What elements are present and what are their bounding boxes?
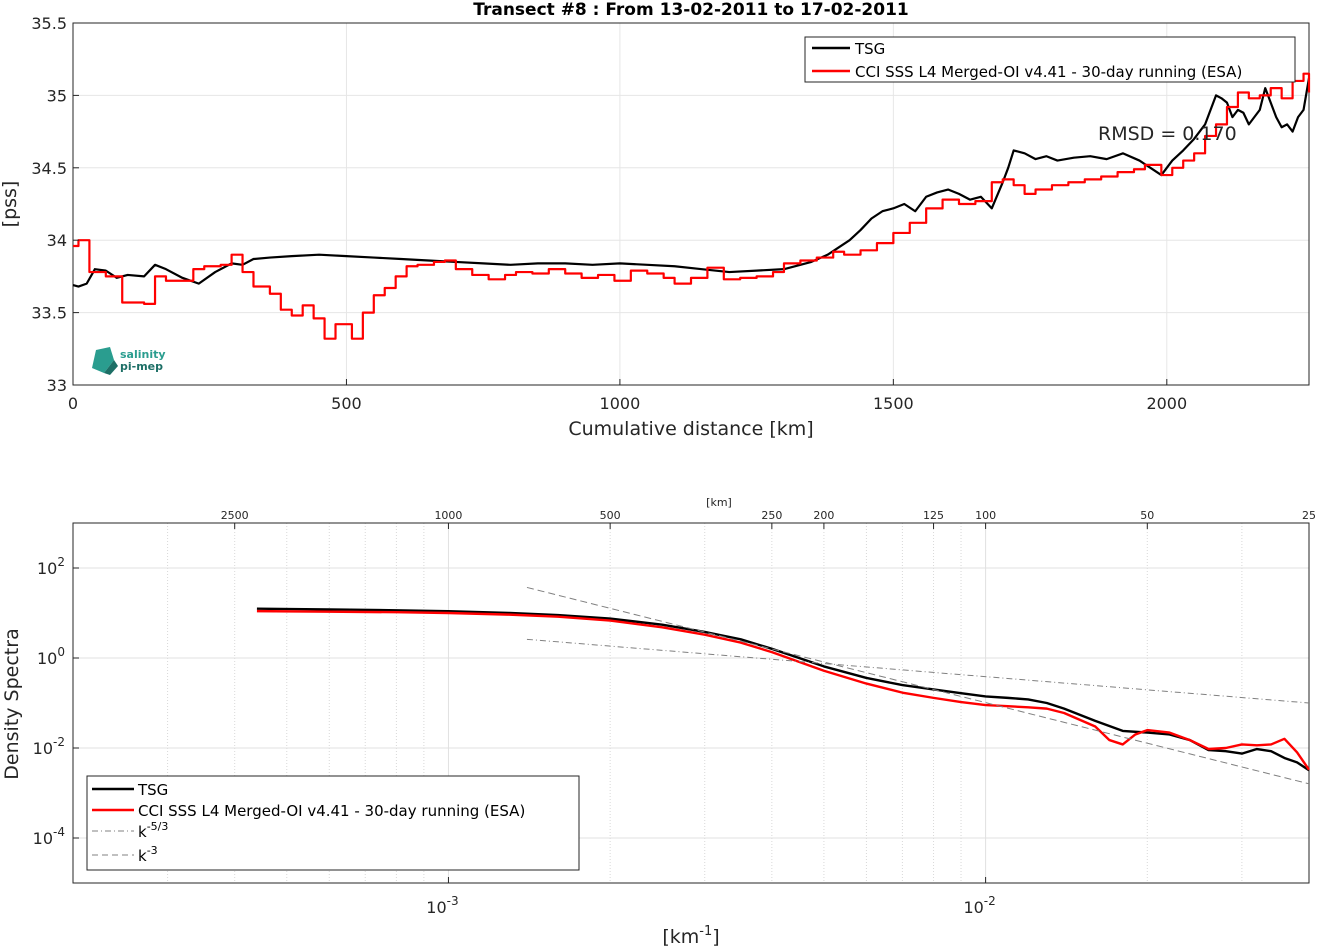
top-km-tick-label: 2500 — [221, 509, 249, 522]
bottom-y-tick-label: 10-4 — [33, 825, 65, 848]
top-y-tick-label: 35 — [47, 86, 67, 105]
top-y-tick-label: 33 — [47, 376, 67, 395]
bottom-legend-label-cci: CCI SSS L4 Merged-OI v4.41 - 30-day runn… — [138, 802, 525, 820]
top-series-cci-line — [73, 72, 1311, 340]
top-x-tick-label: 1000 — [600, 394, 641, 413]
logo-cube-icon — [92, 347, 114, 373]
top-km-tick-label: 1000 — [434, 509, 462, 522]
bottom-series-k3-line — [526, 586, 1310, 785]
bottom-y-tick-label: 10-2 — [33, 735, 65, 758]
bottom-x-axis-label: [km-1] — [662, 924, 719, 948]
top-km-tick-label: 500 — [600, 509, 621, 522]
rmsd-annotation: RMSD = 0.170 — [1098, 123, 1237, 145]
top-y-tick-label: 35.5 — [31, 14, 67, 33]
top-series-tsg-line — [72, 77, 1311, 288]
bottom-series-k53-line — [526, 638, 1310, 704]
bottom-top-axis-ticks: 2500 1000 500 250 200 125 100 50 25 — [221, 509, 1316, 529]
bottom-legend-label-tsg: TSG — [137, 781, 168, 799]
top-x-axis-label: Cumulative distance [km] — [568, 418, 813, 440]
top-y-tick-label: 34.5 — [31, 159, 67, 178]
bottom-series-group — [256, 586, 1310, 785]
top-km-tick-label: 100 — [975, 509, 996, 522]
top-km-tick-label: 50 — [1140, 509, 1154, 522]
top-tick-labels: 0 500 1000 1500 2000 33 33.5 34 34.5 35 35.5 — [31, 14, 1187, 413]
bottom-x-tick-label: 10-2 — [963, 894, 995, 917]
logo-text-salinity: salinity — [120, 348, 166, 361]
top-axis-km-label: [km] — [706, 496, 732, 509]
top-km-tick-label: 200 — [813, 509, 834, 522]
top-x-tick-label: 2000 — [1146, 394, 1187, 413]
transect-salinity-chart: 0 500 1000 1500 2000 33 33.5 34 34.5 35 35.5 Trans… — [0, 0, 1311, 440]
bottom-legend-box — [86, 775, 580, 871]
bottom-series-tsg-line — [256, 607, 1310, 772]
top-x-tick-label: 500 — [331, 394, 362, 413]
top-km-tick-label: 250 — [761, 509, 782, 522]
bottom-series-cci-line — [256, 609, 1310, 771]
bottom-x-tick-label: 10-3 — [426, 894, 458, 917]
top-y-tick-label: 33.5 — [31, 304, 67, 323]
top-km-tick-label: 125 — [923, 509, 944, 522]
top-y-axis-label: [pss] — [0, 181, 21, 228]
top-y-tick-label: 34 — [47, 231, 67, 250]
logo-text-pimep: pi-mep — [120, 360, 163, 373]
bottom-tick-labels: 10-4 10-2 100 102 10-3 10-2 — [33, 555, 996, 917]
bottom-legend: TSG CCI SSS L4 Merged-OI v4.41 - 30-day … — [86, 775, 580, 871]
top-plot-frame — [72, 22, 1310, 386]
top-series-group — [72, 72, 1311, 340]
top-legend: TSG CCI SSS L4 Merged-OI v4.41 - 30-day … — [804, 36, 1296, 83]
density-spectra-chart: 10-4 10-2 100 102 10-3 10-2 2500 1000 500 250 200… — [1, 496, 1316, 948]
top-legend-label-cci: CCI SSS L4 Merged-OI v4.41 - 30-day runn… — [855, 63, 1242, 81]
top-km-tick-label: 25 — [1302, 509, 1316, 522]
top-x-tick-label: 0 — [68, 394, 78, 413]
top-chart-title: Transect #8 : From 13-02-2011 to 17-02-2… — [473, 0, 909, 20]
bottom-y-tick-label: 100 — [37, 645, 65, 668]
top-legend-box — [804, 36, 1296, 83]
salinity-pimep-logo: salinity pi-mep — [92, 347, 166, 375]
bottom-y-axis-label: Density Spectra — [1, 628, 23, 779]
top-legend-label-tsg: TSG — [854, 40, 885, 58]
top-x-tick-label: 1500 — [873, 394, 914, 413]
bottom-y-tick-label: 102 — [37, 555, 65, 578]
